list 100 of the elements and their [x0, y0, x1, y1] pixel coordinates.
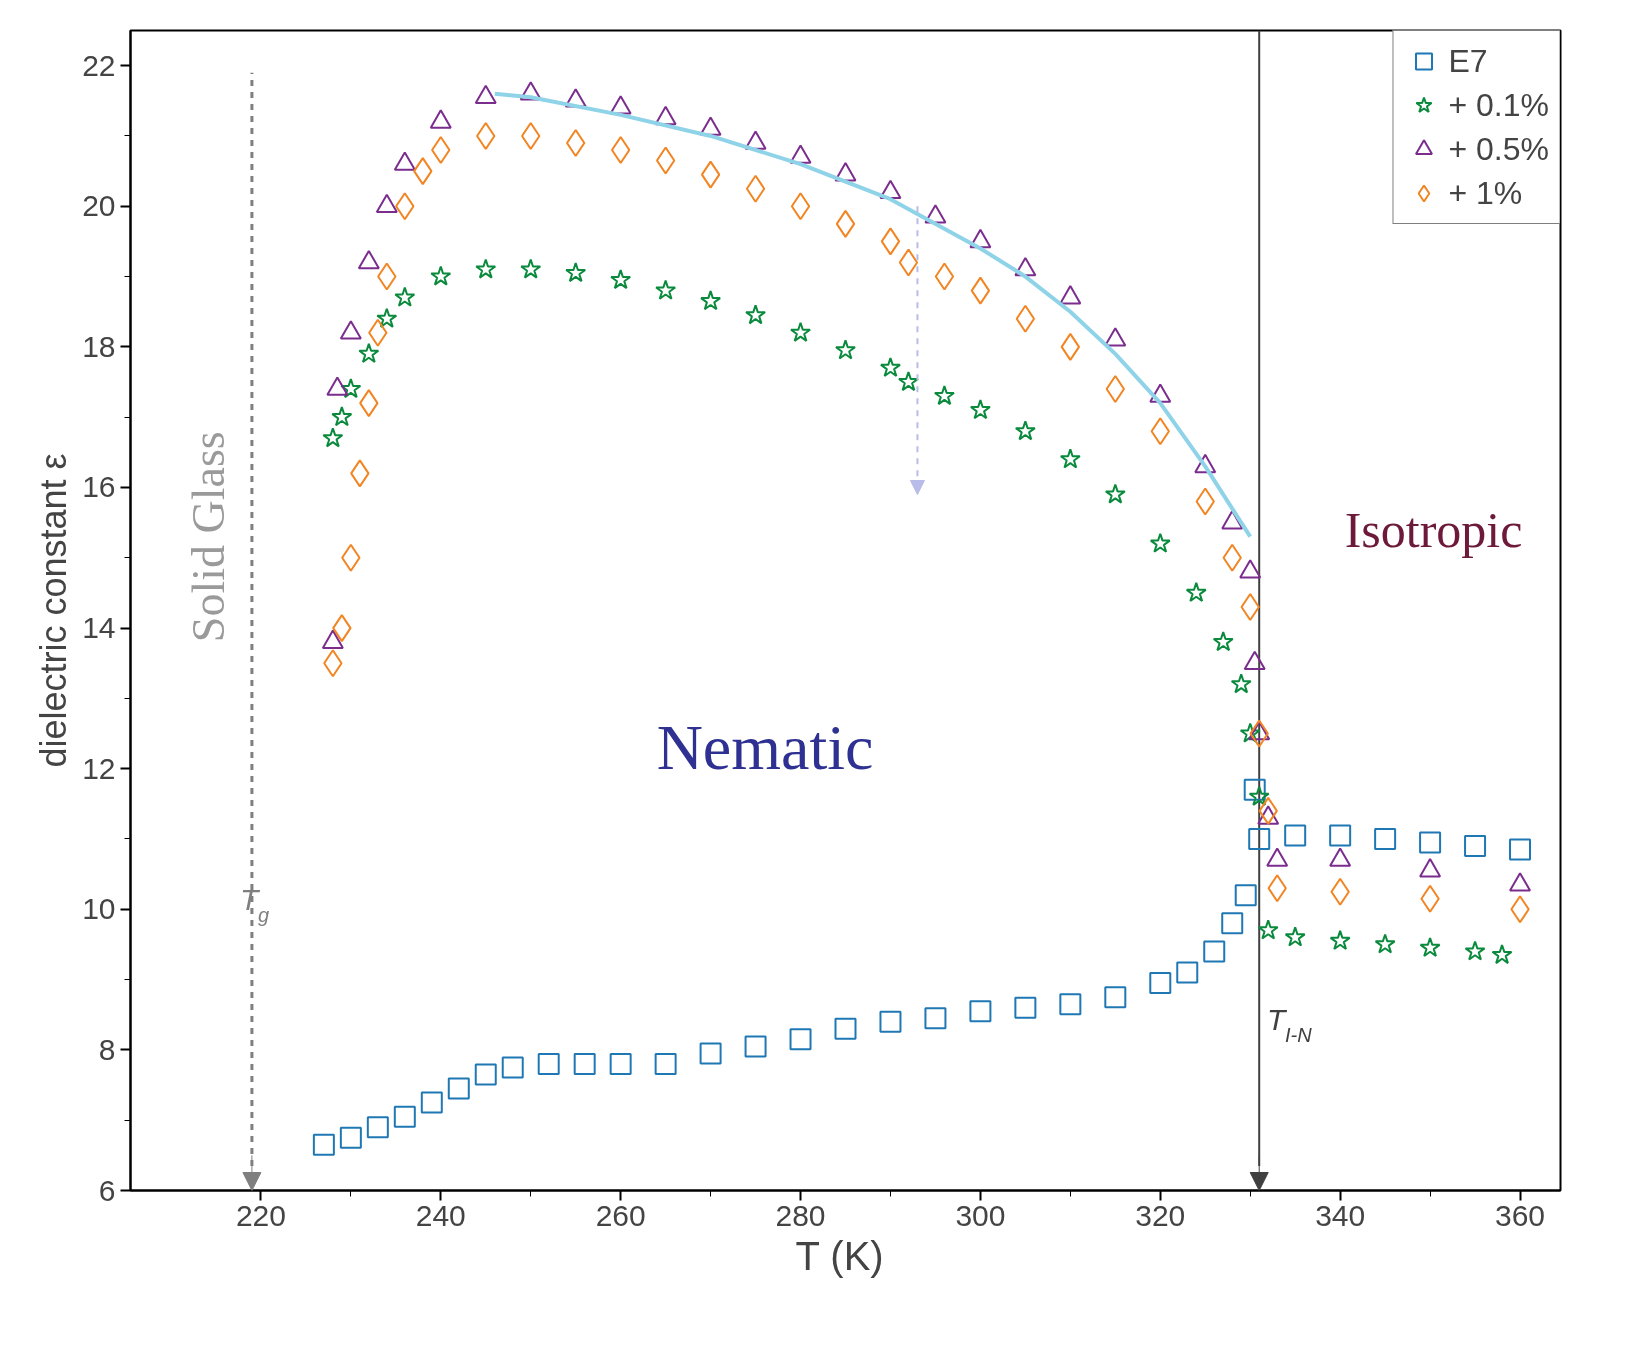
point: [1329, 824, 1352, 847]
point: [933, 385, 955, 406]
point: [834, 339, 857, 360]
point: [897, 371, 919, 392]
point: [835, 209, 856, 238]
x-tick-label: 240: [415, 1198, 466, 1232]
point: [879, 1010, 902, 1033]
y-tick-label: 14: [82, 611, 116, 645]
point: [1234, 884, 1257, 907]
point: [1104, 327, 1127, 347]
point: [789, 1028, 812, 1051]
point: [358, 342, 380, 363]
point: [475, 258, 497, 279]
point: [393, 1105, 416, 1128]
point: [1329, 929, 1351, 951]
point: [357, 249, 380, 270]
point: [898, 248, 919, 277]
point: [1491, 943, 1513, 965]
point: [880, 227, 901, 256]
point: [609, 1052, 632, 1075]
point: [1176, 961, 1199, 984]
point: [700, 160, 721, 189]
y-tick-label: 10: [82, 892, 116, 926]
legend-label: + 1%: [1448, 174, 1523, 212]
point: [699, 1042, 722, 1065]
point: [834, 1017, 857, 1040]
point: [1284, 824, 1307, 847]
y-tick-label: 18: [82, 329, 116, 363]
annotation: Isotropic: [1344, 501, 1523, 558]
legend-label: + 0.5%: [1448, 130, 1549, 168]
point: [1464, 940, 1486, 961]
point: [573, 1052, 596, 1075]
point: [331, 406, 353, 427]
point: [1015, 304, 1036, 333]
point: [1059, 285, 1082, 305]
point: [339, 320, 362, 340]
point: [420, 1091, 443, 1114]
point: [1212, 631, 1234, 652]
point: [924, 1007, 947, 1030]
point: [969, 1000, 992, 1023]
point: [610, 269, 632, 290]
point: [520, 258, 542, 279]
point: [474, 1063, 497, 1086]
point: [430, 265, 452, 286]
point: [924, 204, 947, 224]
point: [789, 144, 812, 164]
point: [969, 228, 992, 249]
point: [1014, 420, 1036, 441]
y-tick-label: 16: [82, 470, 116, 504]
point: [1243, 778, 1266, 801]
point: [1149, 532, 1171, 553]
point: [700, 290, 722, 311]
point: [339, 1126, 362, 1149]
point: [1221, 912, 1244, 935]
point: [790, 192, 811, 221]
point: [790, 321, 812, 342]
point: [1374, 827, 1397, 850]
x-axis-title: T (K): [795, 1233, 884, 1278]
point: [1185, 581, 1207, 603]
point: [699, 116, 722, 136]
x-tick-label: 340: [1315, 1198, 1366, 1232]
point: [1060, 332, 1081, 361]
point: [1248, 785, 1270, 806]
x-tick-label: 280: [775, 1198, 826, 1232]
point: [1239, 722, 1261, 743]
point: [1059, 993, 1082, 1016]
x-tick-label: 360: [1495, 1198, 1546, 1232]
point: [1194, 453, 1217, 474]
point: [969, 399, 991, 420]
point: [834, 162, 857, 182]
x-tick-label: 320: [1135, 1198, 1186, 1232]
point: [519, 81, 542, 101]
point: [474, 84, 497, 105]
point: [1419, 831, 1442, 854]
point: [376, 307, 398, 328]
point: [745, 304, 767, 325]
point: [501, 1056, 524, 1079]
point: [1104, 986, 1127, 1009]
point: [1419, 936, 1441, 958]
point: [1203, 940, 1226, 963]
point: [1248, 827, 1271, 850]
point: [340, 378, 362, 399]
point: [1221, 510, 1244, 530]
point: [1464, 835, 1487, 858]
point: [312, 1133, 335, 1156]
point: [744, 130, 767, 150]
point: [745, 174, 766, 203]
point: [1284, 926, 1306, 947]
x-tick-label: 260: [595, 1198, 646, 1232]
point: [1104, 483, 1126, 504]
point: [1509, 838, 1532, 861]
point: [1374, 933, 1396, 954]
point: [1014, 996, 1037, 1019]
point: [655, 279, 677, 300]
point: [1059, 448, 1081, 469]
point: [1014, 256, 1037, 277]
y-tick-label: 6: [98, 1173, 116, 1207]
point: [609, 95, 632, 115]
point: [322, 427, 344, 448]
x-tick-label: 300: [955, 1198, 1006, 1232]
